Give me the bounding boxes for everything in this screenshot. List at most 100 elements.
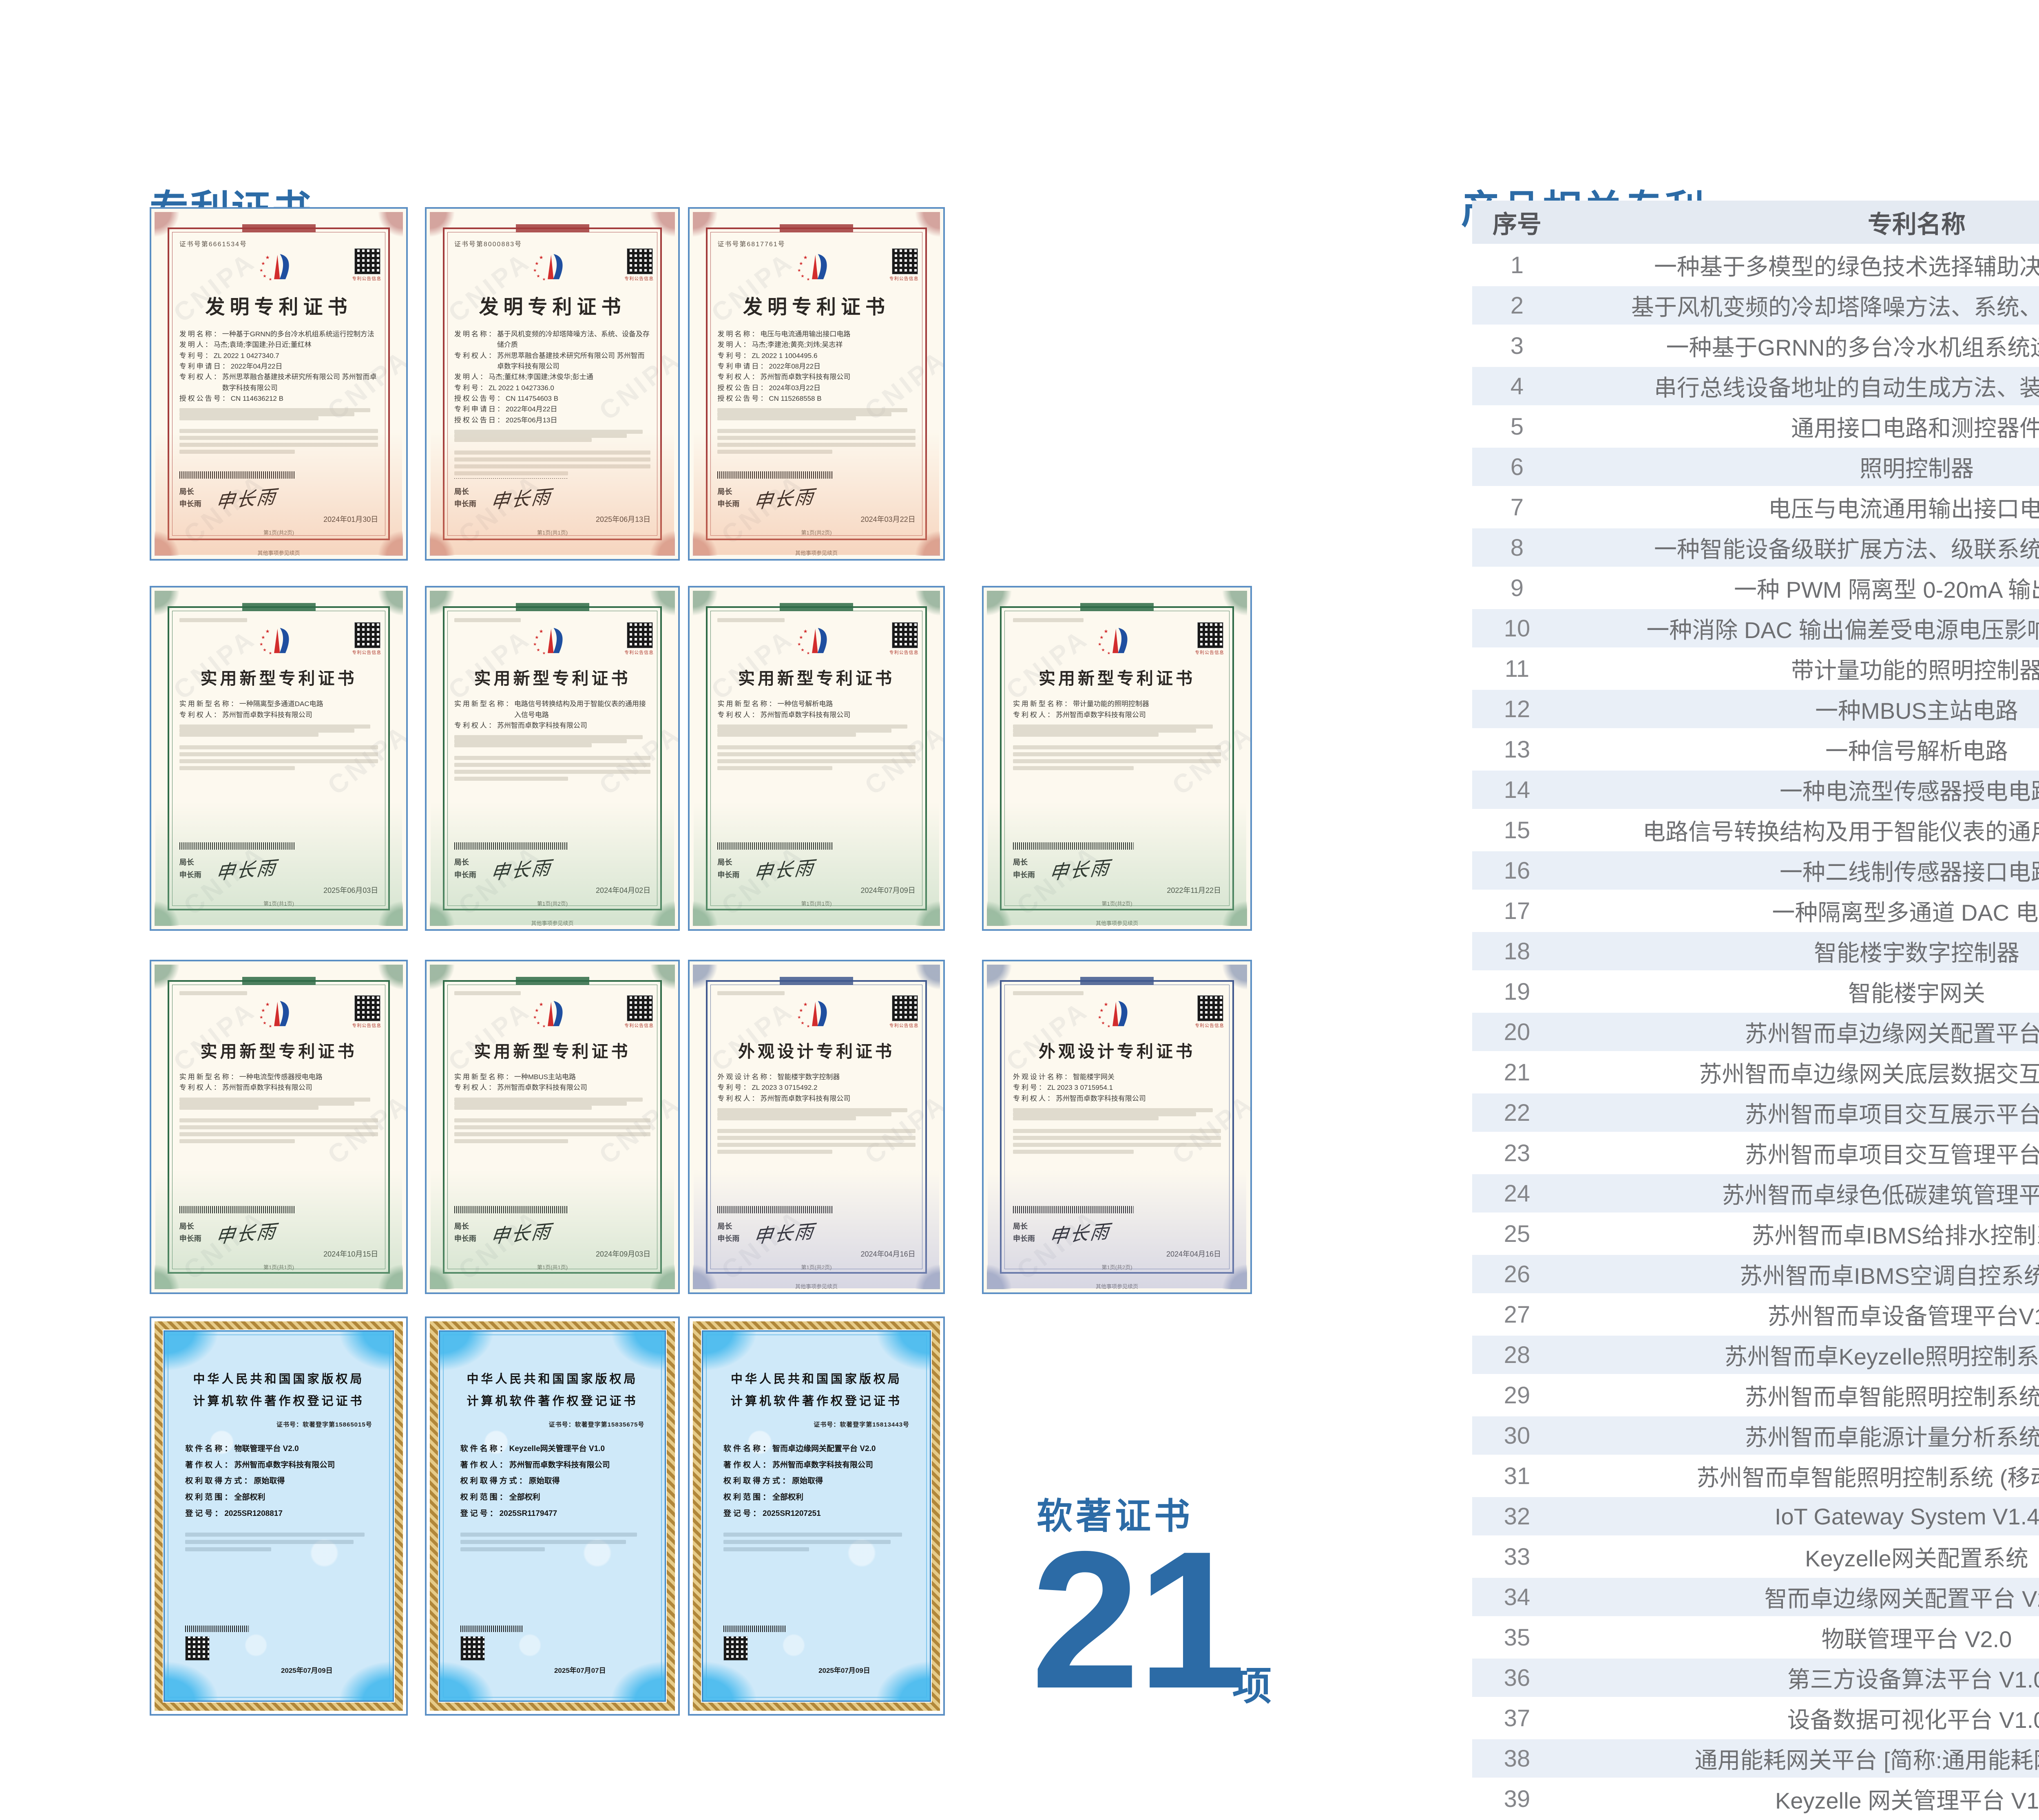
signer-role-name: 局长 申长雨: [179, 1220, 201, 1245]
svg-text:★: ★: [533, 1015, 537, 1020]
field-label: 发明人：: [179, 341, 214, 349]
field-value: 苏州智而卓数字科技有限公司: [1055, 711, 1146, 719]
legal-paragraph-placeholder: [717, 426, 916, 457]
certificate-page-footer: 第1页(共2页): [801, 530, 832, 536]
logo-row: ★ ★ ★ ★ ★ 专利公告信息: [1013, 995, 1224, 1029]
field-label: 实用新型名称：: [1013, 700, 1073, 708]
svg-text:★: ★: [539, 1001, 544, 1007]
svg-text:★: ★: [1101, 648, 1105, 653]
certificate-number-placeholder: [717, 991, 785, 996]
field-label: 专利权人：: [454, 1084, 497, 1092]
certificate-date: 2024年09月03日: [596, 1250, 651, 1259]
corner-flourish: [155, 1261, 183, 1289]
patent-index-cell: 11: [1472, 648, 1562, 690]
svg-text:★: ★: [801, 274, 804, 279]
certificate-field: 实用新型名称： 一种隔离型多通道DAC电路: [179, 699, 378, 709]
signer-role-name: 局长 申长雨: [717, 856, 739, 881]
text-line-placeholder: [454, 430, 643, 434]
signer-name: 申长雨: [179, 500, 201, 508]
patent-name-cell: 一种二线制传感器接口电路: [1562, 850, 2039, 892]
field-value: 智能楼宇网关: [1073, 1073, 1115, 1081]
text-line-placeholder: [717, 450, 832, 454]
certificate-field: 授权公告日： 2025年06月13日: [454, 415, 650, 426]
certificate-field: 专利号： ZL 2022 1 0427340.7: [179, 351, 378, 361]
legal-paragraph-placeholder: [179, 742, 378, 773]
svg-text:★: ★: [265, 254, 270, 260]
qr-code-icon: [354, 622, 381, 649]
text-line-placeholder: [454, 457, 651, 462]
field-value: ZL 2022 1 0427340.7: [213, 351, 279, 360]
certificate-field: 专利权人： 苏州智而卓数字科技有限公司: [1013, 710, 1221, 720]
qr-caption: 专利公告信息: [889, 1023, 919, 1029]
field-label: 发明名称：: [179, 330, 222, 338]
table-row: 28苏州智而卓Keyzelle照明控制系统V1.0软著: [1472, 1334, 2039, 1376]
field-label: 专利权人：: [717, 373, 761, 381]
field-label: 授权公告号：: [454, 395, 506, 403]
certificate-field: 实用新型名称： 一种MBUS主站电路: [454, 1072, 650, 1082]
svg-text:★: ★: [269, 277, 272, 281]
certificate-field: 实用新型名称： 电路信号转换结构及用于智能仪表的通用接入信号电路: [454, 699, 650, 720]
field-value: 马杰;董红林;李国建;沐俊华;彭士通: [488, 373, 593, 381]
patent-index-cell: 32: [1472, 1496, 1562, 1537]
certificate-number: 证书号第6661534号: [179, 241, 248, 248]
qr-caption: 专利公告信息: [624, 650, 654, 656]
cnipa-logo: ★ ★ ★ ★ ★: [796, 252, 838, 283]
patent-name-cell: 一种信号解析电路: [1562, 729, 2039, 771]
certificate-title: 计算机软件著作权登记证书: [467, 1394, 638, 1408]
barcode: [460, 1625, 523, 1632]
certificate-title: 计算机软件著作权登记证书: [193, 1394, 365, 1408]
certificate-frame: [706, 977, 927, 1274]
signature-row: 局长 申长雨 申长雨: [1013, 1219, 1221, 1248]
certificate-paper: 中华人民共和国国家版权局 计算机软件著作权登记证书 证书号：软著登字第1586501…: [164, 1330, 394, 1702]
text-line-placeholder: [179, 724, 370, 729]
field-label: 发明人：: [717, 341, 752, 349]
svg-text:★: ★: [799, 635, 803, 640]
patent-index-cell: 5: [1472, 406, 1562, 448]
legal-paragraph-placeholder: [454, 448, 651, 478]
corner-flourish: [646, 1261, 675, 1289]
field-value: 2022年04月22日: [230, 362, 283, 371]
field-value: 智而卓边缘网关配置平台 V2.0: [772, 1444, 876, 1453]
certificate-content: 证书号第6661534号 ★ ★ ★ ★ ★ 专利公告信息 发明专利证书 发明名称： 一种基于GR…: [179, 239, 381, 536]
text-line-placeholder: [717, 412, 892, 417]
certificate-date: 2025年07月09日: [818, 1666, 870, 1674]
text-line-placeholder: [454, 1118, 651, 1122]
certificate-page-footer: 第1页(共1页): [537, 1264, 568, 1271]
barcode: [179, 842, 295, 850]
patent-name-cell: 电压与电流通用输出接口电路: [1562, 487, 2039, 528]
text-line-placeholder: [454, 1125, 651, 1129]
certificate-title: 发明专利证书: [205, 296, 352, 318]
field-label: 发明名称：: [454, 330, 497, 338]
corner-flourish: [987, 965, 1015, 993]
qr-caption: 专利公告信息: [352, 1023, 382, 1029]
patent-name-cell: 苏州智而卓智能照明控制系统 (移动端) V1.0: [1562, 1456, 2039, 1497]
certificate-title: 外观设计专利证书: [738, 1042, 895, 1061]
signer-role-name: 局长 申长雨: [717, 486, 739, 510]
certificate-field: 软件名称： 物联管理平台 V2.0: [185, 1441, 372, 1457]
field-value: 苏州智而卓数字科技有限公司: [760, 373, 851, 381]
signer-role: 局长: [454, 1222, 469, 1230]
table-row: 25苏州智而卓IBMS给排水控制系统软著: [1472, 1213, 2039, 1255]
text-line-placeholder: [454, 739, 627, 744]
signature-row: 局长 申长雨 申长雨: [454, 1219, 650, 1248]
field-label: 软件名称：: [723, 1444, 773, 1453]
text-line-placeholder: [723, 1533, 902, 1537]
certificate-date: 2024年04月16日: [860, 1250, 916, 1259]
patent-name-cell: 基于风机变频的冷却塔降噪方法、系统、设备及存储介质: [1562, 285, 2039, 327]
legal-paragraph-placeholder: [717, 1126, 916, 1157]
svg-text:★: ★: [539, 254, 544, 260]
svg-text:★: ★: [1098, 1015, 1101, 1020]
patent-index-cell: 35: [1472, 1617, 1562, 1659]
field-label: 权利取得方式：: [460, 1477, 529, 1486]
text-line-placeholder: [717, 1136, 916, 1140]
patent-index-cell: 33: [1472, 1536, 1562, 1578]
signature-row: 局长 申长雨 申长雨: [454, 484, 650, 513]
frame-ornament: [242, 977, 316, 985]
text-line-placeholder: [179, 759, 378, 763]
certificate-number: 证书号：软著登字第15835675号: [548, 1421, 645, 1428]
text-line-placeholder: [454, 735, 643, 740]
corner-flourish: [987, 591, 1015, 619]
patent-index-cell: 38: [1472, 1738, 1562, 1780]
